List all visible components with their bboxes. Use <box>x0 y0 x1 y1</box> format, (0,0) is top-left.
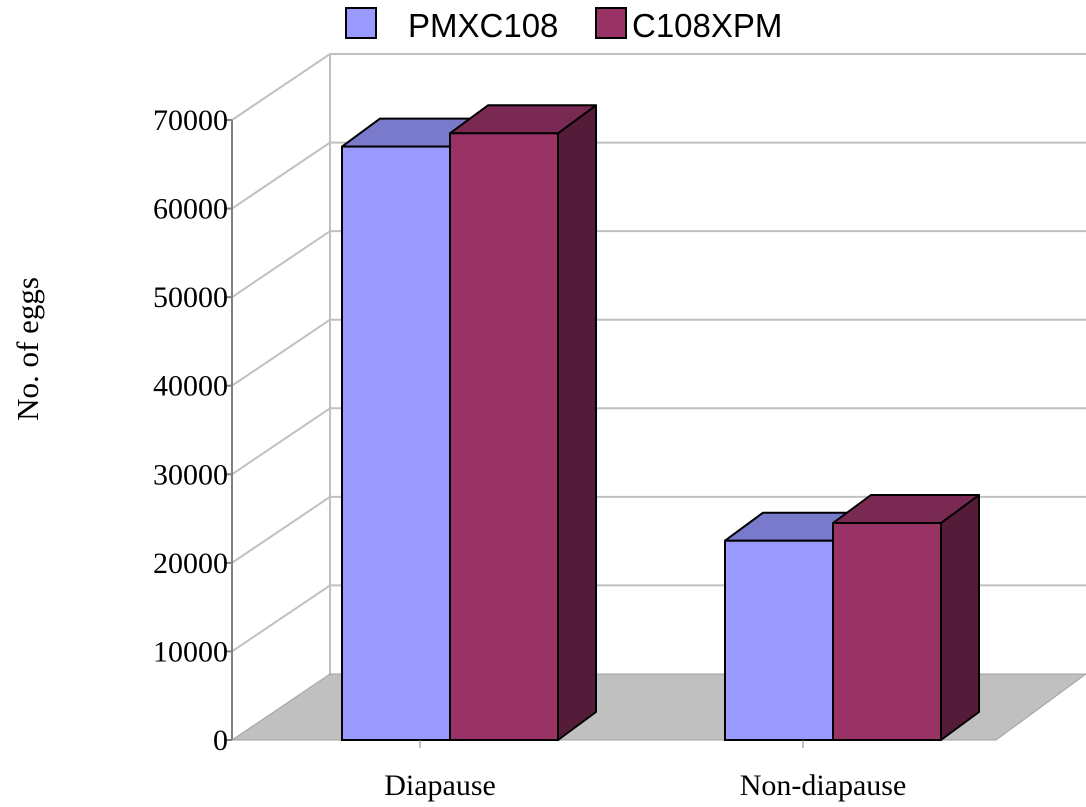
x-category-label: Non-diapause <box>740 769 907 802</box>
y-tick-label: 40000 <box>153 370 228 403</box>
legend-swatch <box>595 7 627 39</box>
y-tick-label: 20000 <box>153 547 228 580</box>
gridline-side <box>231 496 331 564</box>
y-tick-label: 50000 <box>153 281 228 314</box>
bar-side-face <box>940 494 980 741</box>
legend-item-PMXC108: PMXC108 <box>345 7 558 44</box>
legend-label: C108XPM <box>632 7 782 44</box>
y-tick-label: 0 <box>213 724 228 757</box>
legend-swatch <box>345 7 377 39</box>
bars <box>341 104 980 742</box>
gridline-side <box>231 53 331 121</box>
bar-side-face <box>557 104 597 741</box>
y-tick-label: 60000 <box>153 193 228 226</box>
gridline-side <box>231 407 331 476</box>
bar-front-face <box>832 522 942 741</box>
y-tick-label: 30000 <box>153 458 228 491</box>
legend: PMXC108 C108XPM <box>345 7 782 44</box>
y-axis-title: No. of eggs <box>10 277 45 421</box>
x-category-label: Diapause <box>384 769 496 802</box>
y-tick-label: 10000 <box>153 635 228 668</box>
bar-C108XPM-Diapause <box>449 104 597 742</box>
bar-C108XPM-Non-diapause <box>832 494 980 741</box>
y-axis: 0 10000 20000 30000 40000 50000 60000 70000 <box>153 104 233 757</box>
gridline-side <box>231 230 331 298</box>
gridline-side <box>231 318 331 387</box>
bar-front-face <box>449 132 559 742</box>
x-axis-labels: Diapause Non-diapause <box>384 740 906 802</box>
y-tick-label: 70000 <box>153 104 228 137</box>
bar-front-face <box>724 539 834 742</box>
gridline-side <box>231 584 331 653</box>
legend-item-C108XPM: C108XPM <box>595 7 782 44</box>
gridline-side <box>231 141 331 210</box>
bar-front-face <box>341 145 451 742</box>
legend-label: PMXC108 <box>408 7 558 44</box>
